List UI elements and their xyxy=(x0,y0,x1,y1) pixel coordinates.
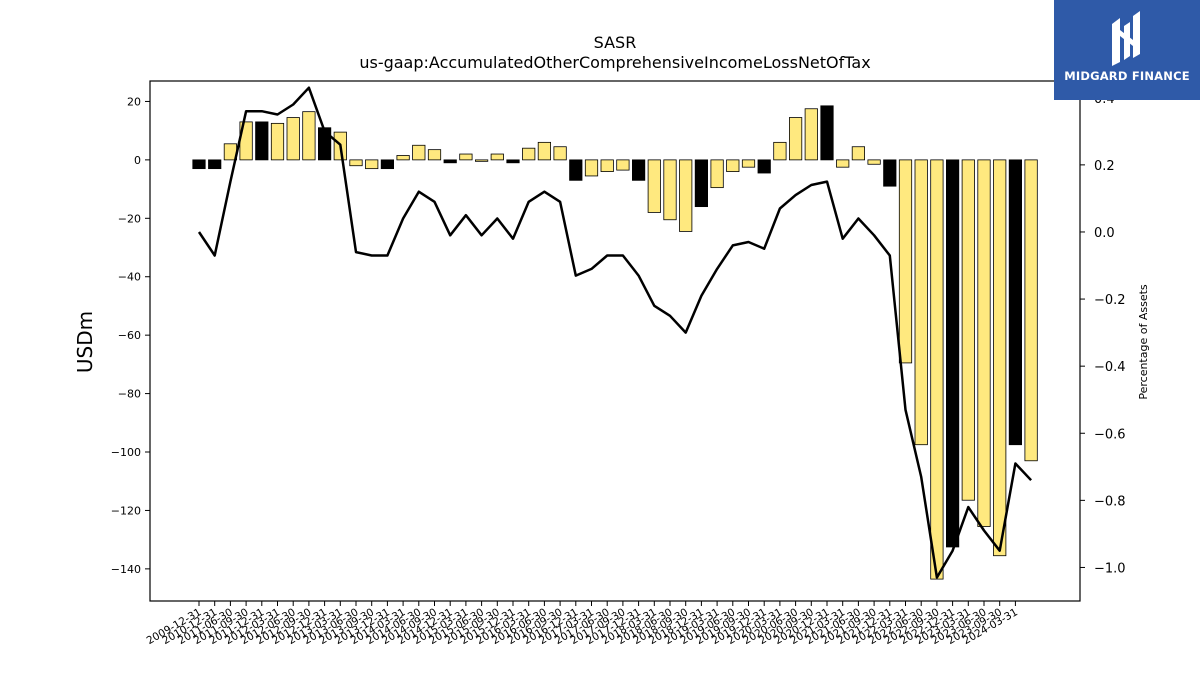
y2-axis-label: Percentage of Assets xyxy=(1137,284,1150,400)
y-tick-label: −80 xyxy=(118,388,141,401)
bar xyxy=(396,155,410,161)
bar xyxy=(1024,159,1038,462)
bar xyxy=(365,159,379,170)
y-axis: 20 0 −20 −40 −60 −80 −100 −120 −140 xyxy=(111,95,150,576)
bar xyxy=(286,117,300,161)
y-tick-label: −120 xyxy=(111,504,141,517)
bar xyxy=(427,149,442,161)
bar xyxy=(569,159,583,181)
bar xyxy=(632,159,646,181)
bar xyxy=(726,159,740,172)
bar xyxy=(522,147,536,161)
brand-logo: MIDGARD FINANCE xyxy=(1054,0,1200,100)
bar xyxy=(757,159,771,174)
bar xyxy=(741,159,756,168)
bar xyxy=(412,144,426,161)
bar xyxy=(694,159,709,208)
y2-tick-label: −0.6 xyxy=(1094,427,1126,442)
y-tick-label: −40 xyxy=(118,271,141,284)
bar xyxy=(710,159,724,189)
bar xyxy=(993,159,1007,557)
y-axis-label: USDm xyxy=(73,311,97,373)
y-tick-label: 20 xyxy=(127,95,141,108)
y-tick-label: −100 xyxy=(111,446,141,459)
y-tick-label: −60 xyxy=(118,329,141,342)
bar xyxy=(506,159,520,164)
bar xyxy=(836,159,850,168)
bar xyxy=(537,141,552,161)
y2-axis: 0.40.20.0−0.2−0.4−0.6−0.8−1.0 xyxy=(1080,92,1126,576)
y2-tick-label: −0.2 xyxy=(1094,293,1126,308)
y-tick-label: 0 xyxy=(134,154,141,167)
bar xyxy=(930,159,944,580)
bar xyxy=(616,159,630,171)
chart-title: SASR xyxy=(594,33,637,52)
bar-series xyxy=(192,105,1038,580)
bar xyxy=(820,105,834,161)
bar xyxy=(600,159,614,172)
bar xyxy=(192,159,206,170)
bar xyxy=(663,159,677,221)
bar xyxy=(898,159,913,364)
bar xyxy=(773,141,787,161)
bar xyxy=(553,146,567,161)
y2-tick-label: −0.8 xyxy=(1094,494,1126,509)
y2-tick-label: 0.2 xyxy=(1094,159,1115,174)
y2-tick-label: 0.0 xyxy=(1094,226,1115,241)
chart-subtitle: us-gaap:AccumulatedOtherComprehensiveInc… xyxy=(359,53,870,72)
bar xyxy=(443,159,457,164)
bar xyxy=(302,111,316,161)
line-series xyxy=(197,86,1033,579)
bar xyxy=(474,159,489,162)
bar xyxy=(946,159,960,548)
bar xyxy=(961,159,975,501)
bar xyxy=(867,159,881,165)
bar xyxy=(789,117,803,161)
bar xyxy=(914,159,928,446)
bar xyxy=(349,159,363,167)
logo-mark-icon xyxy=(1112,11,1140,66)
y-tick-label: −20 xyxy=(118,212,141,225)
y-tick-label: −140 xyxy=(111,563,141,576)
bar xyxy=(208,159,222,170)
bar xyxy=(977,159,991,527)
percentage-of-assets-line xyxy=(197,86,1033,579)
bar xyxy=(380,159,395,170)
logo-text: MIDGARD FINANCE xyxy=(1064,69,1190,83)
bar xyxy=(584,159,599,177)
bar xyxy=(679,159,693,232)
bar xyxy=(1008,159,1023,446)
bar xyxy=(851,146,866,161)
bar xyxy=(883,159,897,187)
bar xyxy=(490,153,504,161)
y2-tick-label: −1.0 xyxy=(1094,561,1126,576)
y2-tick-label: −0.4 xyxy=(1094,360,1126,375)
bar xyxy=(255,121,269,161)
bar xyxy=(647,159,661,213)
plot-frame xyxy=(149,80,1081,602)
bar xyxy=(804,108,818,161)
bar xyxy=(270,122,285,161)
x-axis: 2009-12-312010-12-312011-06-302011-09-30… xyxy=(145,601,1020,647)
bar xyxy=(459,153,473,161)
